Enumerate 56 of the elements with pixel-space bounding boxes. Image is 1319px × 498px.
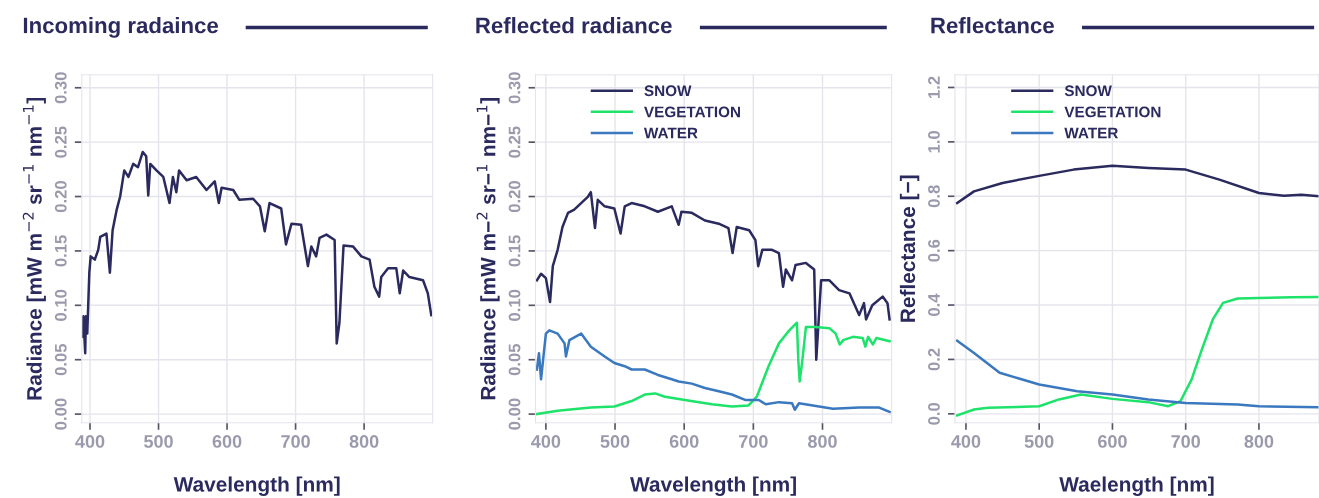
x-axis-title: Wavelength [nm]	[173, 476, 340, 496]
y-tick-label: 1.0	[928, 130, 940, 153]
y-tick-label: 0.10	[54, 289, 67, 321]
x-tick-label: 800	[349, 435, 379, 448]
y-axis-title: Radiance [mW m−$^{2}$ sr−$^{1}$ nm−$^{1}$]	[476, 97, 500, 400]
x-axis-title: Waelength [nm]	[1059, 476, 1214, 496]
y-tick-label: 0.2	[928, 348, 940, 371]
y-tick-label: 0.25	[54, 126, 67, 158]
y-tick-label: 0.0	[928, 402, 940, 425]
y-tick-label: 0.00	[508, 398, 521, 430]
legend-label: WATER	[643, 127, 698, 139]
legend-label: VEGETATION	[1064, 106, 1161, 118]
x-tick-label: 400	[531, 435, 561, 448]
y-tick-label: 0.15	[508, 235, 521, 267]
x-tick-label: 600	[1098, 435, 1127, 448]
y-tick-label: 1.2	[928, 76, 940, 99]
line-series	[81, 150, 433, 355]
line-series	[535, 190, 891, 361]
chart-title: Reflectance	[931, 17, 1054, 34]
line-series	[955, 295, 1319, 417]
chart-title: Reflected radiance	[476, 17, 672, 34]
x-tick-label: 600	[212, 435, 242, 448]
y-tick-label: 0.8	[928, 185, 940, 208]
y-tick-label: 0.15	[54, 235, 67, 267]
y-tick-label: 0.20	[54, 181, 67, 213]
y-tick-label: 0.05	[54, 343, 67, 376]
y-tick-label: 0.05	[508, 343, 521, 376]
y-axis-title: Reflectance [−]	[899, 175, 920, 322]
y-tick-label: 0.30	[508, 72, 521, 104]
legend-label: SNOW	[1064, 85, 1112, 97]
y-tick-label: 0.20	[508, 181, 521, 213]
chart-title: Incoming radaince	[23, 16, 219, 38]
x-tick-label: 600	[669, 435, 699, 448]
line-series	[955, 164, 1319, 205]
y-tick-label: 0.25	[508, 126, 521, 158]
y-axis-title: Radiance [mW m$^{−2}$ sr$^{−1}$ nm$^{−1}$]	[22, 97, 46, 400]
y-tick-label: 0.4	[928, 293, 940, 316]
x-tick-label: 700	[281, 435, 310, 448]
y-tick-label: 0.00	[54, 398, 67, 430]
legend-label: VEGETATION	[644, 106, 740, 118]
legend-label: SNOW	[644, 85, 692, 97]
line-series	[955, 339, 1319, 409]
legend-label: WATER	[1064, 127, 1119, 139]
x-tick-label: 700	[1171, 435, 1201, 448]
x-tick-label: 800	[808, 435, 837, 448]
x-tick-label: 800	[1244, 435, 1274, 448]
x-tick-label: 500	[1024, 435, 1054, 448]
y-tick-label: 0.6	[928, 239, 940, 262]
x-tick-label: 500	[600, 435, 630, 448]
y-tick-label: 0.30	[54, 72, 67, 104]
x-tick-label: 400	[75, 435, 105, 448]
x-axis-title: Wavelength [nm]	[630, 476, 796, 496]
x-tick-label: 500	[144, 435, 173, 448]
x-tick-label: 700	[739, 435, 768, 448]
y-tick-label: 0.10	[508, 289, 521, 321]
x-tick-label: 400	[951, 435, 981, 448]
